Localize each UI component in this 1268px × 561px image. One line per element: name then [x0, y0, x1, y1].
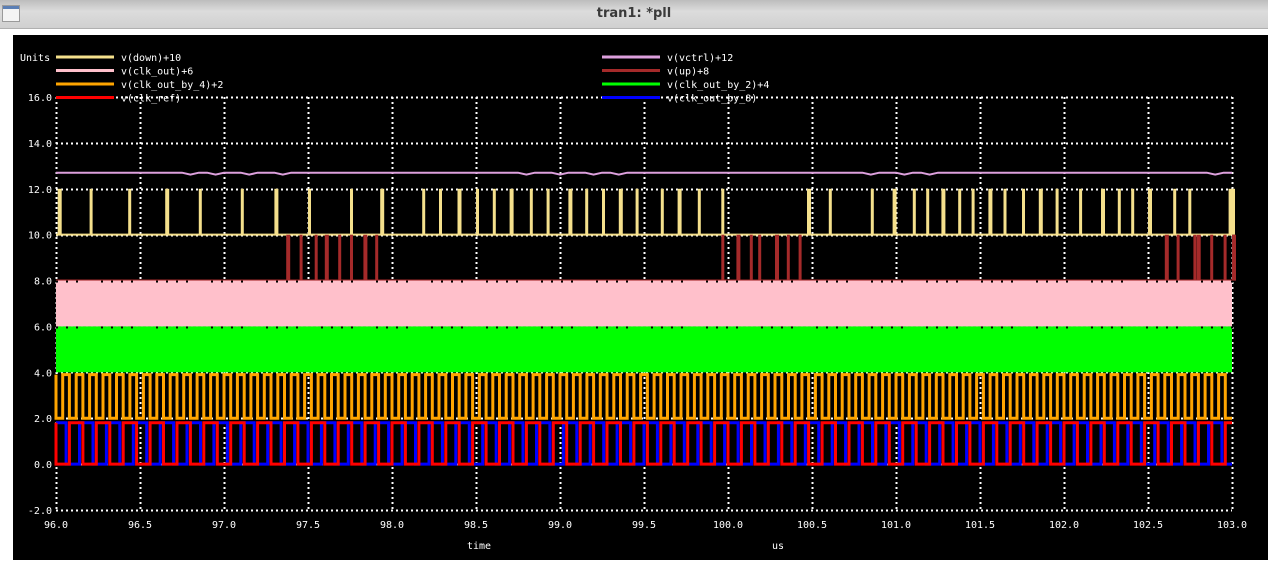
legend-label: v(clk_out_by_4)+2 [121, 80, 223, 91]
x-axis-unit: us [772, 541, 784, 552]
y-tick-label: 10.0 [28, 231, 52, 242]
x-tick-label: 98.5 [464, 520, 488, 531]
x-tick-label: 96.5 [128, 520, 152, 531]
x-tick-label: 97.0 [212, 520, 236, 531]
x-tick-label: 103.0 [1217, 520, 1247, 531]
trace-v-clk-out-by-4-2 [54, 373, 1232, 420]
x-tick-label: 96.0 [44, 520, 68, 531]
trace-v-clk-ref- [54, 421, 1232, 466]
x-tick-label: 98.0 [380, 520, 404, 531]
legend-item[interactable]: v(clk_out_by_4)+2 [56, 80, 223, 91]
x-tick-label: 99.5 [632, 520, 656, 531]
trace-v-down-10 [56, 188, 1235, 236]
x-tick-label: 102.5 [1133, 520, 1163, 531]
x-axis-labels: 96.0 96.5 97.0 97.5 98.0 98.5 99.0 99.5 100.0 100… [44, 520, 1247, 531]
legend-label: v(clk_out_by_8) [667, 94, 757, 105]
x-tick-label: 97.5 [296, 520, 320, 531]
y-tick-label: 14.0 [28, 139, 52, 150]
trace-v-clk-out-by-2-4 [56, 326, 1233, 373]
legend-label: v(clk_out_by_2)+4 [667, 80, 769, 91]
x-tick-label: 99.0 [548, 520, 572, 531]
waveform-traces [54, 171, 1236, 466]
window-icon[interactable] [2, 5, 20, 22]
x-tick-label: 101.0 [881, 520, 911, 531]
legend-item[interactable]: v(clk_out_by_2)+4 [602, 80, 769, 91]
plot-canvas[interactable]: 16.014.012.010.08.06.04.02.00.0-2.096.0 9… [13, 35, 1268, 560]
y-axis-labels: 16.0 14.0 12.0 10.0 8.0 6.0 4.0 2.0 0.0 -2.0 [28, 93, 52, 517]
waveform-plot[interactable]: 16.0 14.0 12.0 10.0 8.0 6.0 4.0 2.0 0.0 -2.0 96.0 9… [13, 35, 1268, 560]
legend-item[interactable]: v(clk_out_by_8) [602, 94, 757, 105]
y-tick-label: 12.0 [28, 185, 52, 196]
y-tick-label: 0.0 [34, 460, 52, 471]
legend-item[interactable]: v(vctrl)+12 [602, 53, 733, 64]
legend-item[interactable]: v(down)+10 [56, 53, 181, 64]
legend: Units v(down)+10 v(clk_out)+6 v(clk_out_by_… [20, 53, 769, 105]
window-titlebar: tran1: *pll [0, 0, 1268, 29]
y-tick-label: 8.0 [34, 277, 52, 288]
x-tick-label: 102.0 [1049, 520, 1079, 531]
y-tick-label: 2.0 [34, 414, 52, 425]
y-tick-label: -2.0 [28, 506, 52, 517]
x-axis-label: time [467, 541, 491, 552]
legend-item[interactable]: v(clk_out)+6 [56, 67, 193, 78]
legend-label: v(vctrl)+12 [667, 53, 733, 64]
trace-v-vctrl-12 [56, 171, 1232, 176]
x-tick-label: 100.0 [713, 520, 743, 531]
trace-v-clk-out-6 [56, 280, 1233, 327]
x-tick-label: 101.5 [965, 520, 995, 531]
legend-label: v(down)+10 [121, 53, 181, 64]
legend-label: v(clk_out)+6 [121, 67, 193, 78]
trace-v-up-8 [56, 234, 1236, 282]
window-title: tran1: *pll [596, 6, 672, 21]
y-tick-label: 4.0 [34, 368, 52, 379]
trace-v-clk-out-by-8- [56, 421, 1232, 466]
y-tick-label: 16.0 [28, 93, 52, 104]
legend-item[interactable]: v(clk_ref) [56, 94, 181, 105]
units-label: Units [20, 53, 50, 64]
y-tick-label: 6.0 [34, 322, 52, 333]
legend-item[interactable]: v(up)+8 [602, 67, 709, 78]
x-tick-label: 100.5 [797, 520, 827, 531]
legend-label: v(up)+8 [667, 67, 709, 78]
legend-label: v(clk_ref) [121, 94, 181, 105]
